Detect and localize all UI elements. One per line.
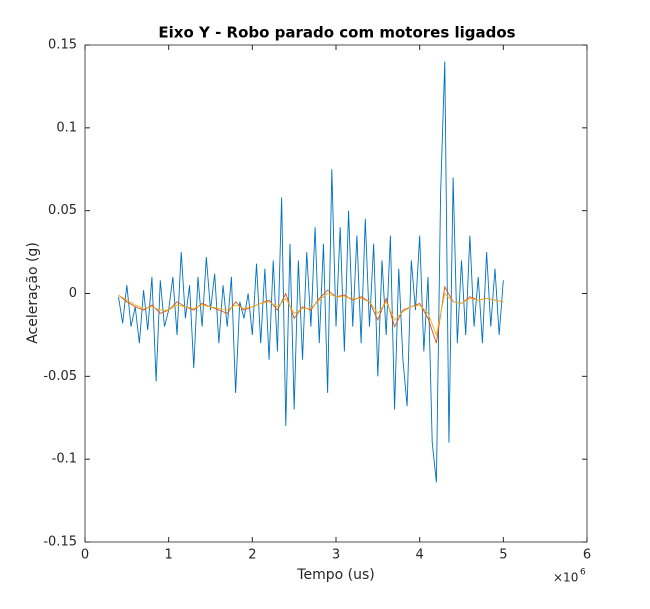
x-tick-label: 3: [332, 548, 340, 563]
y-axis-label: Aceleração (g): [25, 242, 41, 344]
y-tick-label: -0.15: [43, 535, 77, 550]
y-tick-label: 0: [69, 286, 77, 301]
x-tick-label: 4: [416, 548, 424, 563]
x-tick-label: 1: [165, 548, 173, 563]
x-tick-label: 0: [81, 548, 89, 563]
x-tick-label: 6: [583, 548, 591, 563]
data-line: [118, 61, 504, 483]
y-tick-label: -0.05: [43, 369, 77, 384]
data-line: [118, 292, 504, 337]
x-tick-label: 2: [248, 548, 256, 563]
x-exponent-base: ×10: [553, 571, 578, 585]
x-tick-label: 5: [499, 548, 507, 563]
y-tick-label: 0.05: [48, 203, 77, 218]
y-tick-label: -0.1: [52, 452, 77, 467]
data-line: [118, 285, 504, 344]
chart-title: Eixo Y - Robo parado com motores ligados: [158, 24, 515, 42]
x-axis-label: Tempo (us): [296, 567, 374, 583]
plot-box: [84, 44, 588, 543]
y-tick-label: 0.1: [56, 120, 77, 135]
y-tick-label: 0.15: [48, 38, 77, 53]
x-exponent-power: 6: [580, 568, 586, 578]
